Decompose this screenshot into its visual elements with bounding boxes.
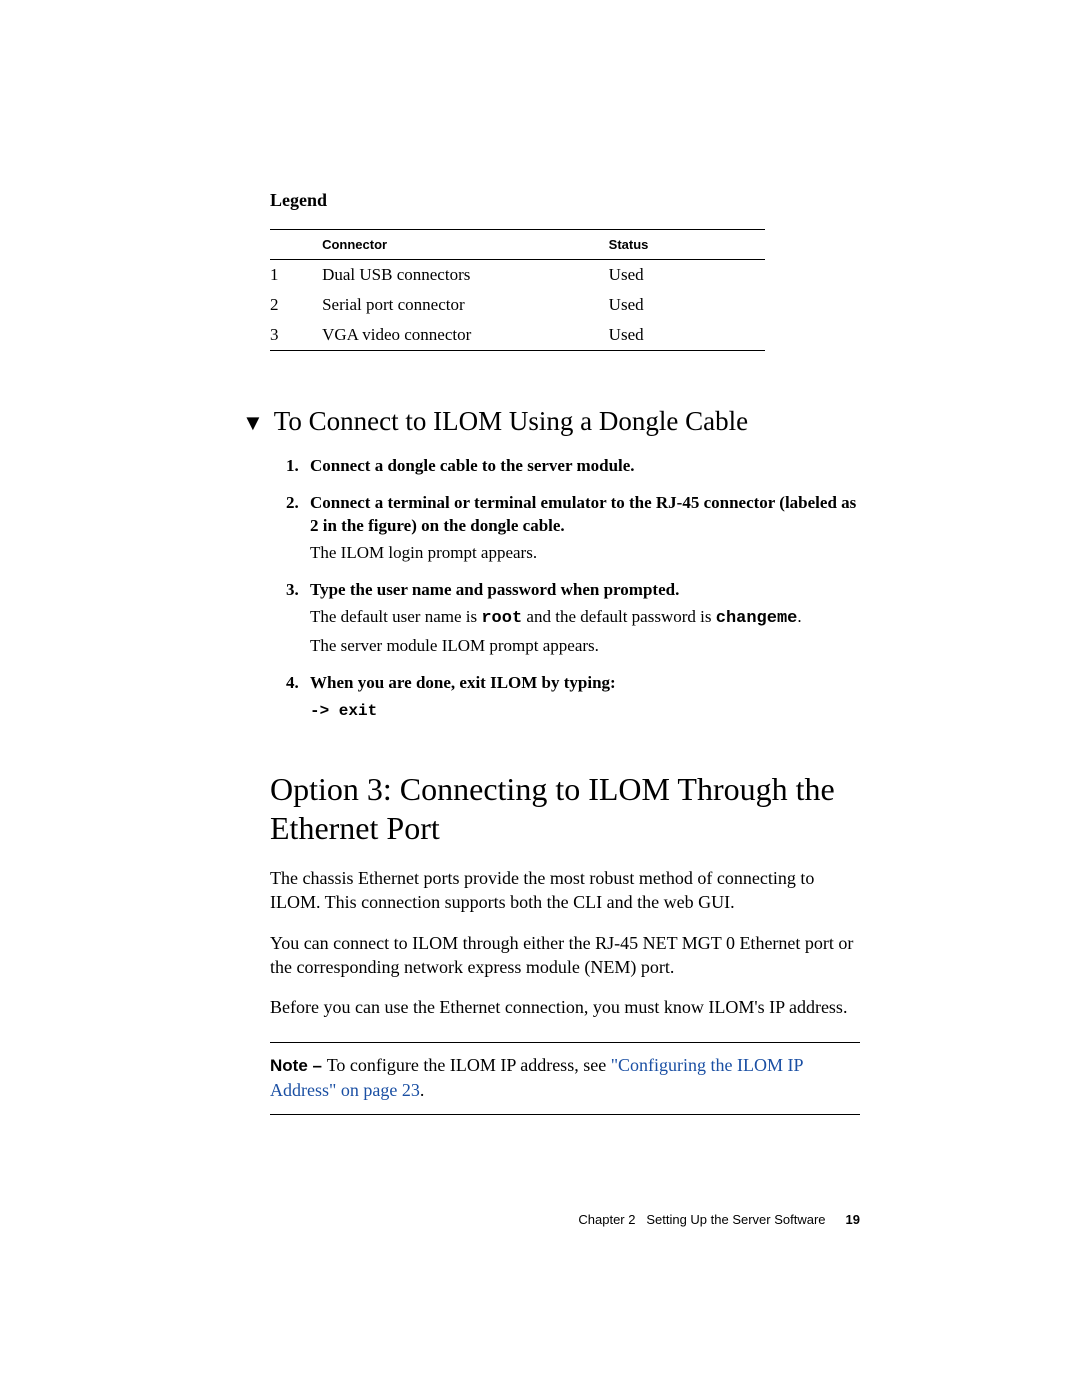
step-detail: The server module ILOM prompt appears. xyxy=(310,635,860,658)
cell-status: Used xyxy=(609,290,765,320)
table-row: 2 Serial port connector Used xyxy=(270,290,765,320)
procedure-title: To Connect to ILOM Using a Dongle Cable xyxy=(274,406,748,437)
document-page: Legend Connector Status 1 Dual USB conne… xyxy=(0,0,1080,1397)
step-4: When you are done, exit ILOM by typing: … xyxy=(290,672,860,723)
footer-page-number: 19 xyxy=(846,1212,860,1227)
code-block: -> exit xyxy=(310,701,860,723)
footer-chapter: Chapter 2 xyxy=(578,1212,635,1227)
cell-connector: Serial port connector xyxy=(322,290,609,320)
step-text: When you are done, exit ILOM by typing: xyxy=(310,673,616,692)
paragraph: Before you can use the Ethernet connecti… xyxy=(270,995,860,1019)
step-text: Connect a dongle cable to the server mod… xyxy=(310,456,635,475)
procedure-heading: ▼ To Connect to ILOM Using a Dongle Cabl… xyxy=(242,406,860,437)
note-label: Note – xyxy=(270,1056,327,1075)
text-fragment: . xyxy=(797,607,801,626)
note-block: Note – To configure the ILOM IP address,… xyxy=(270,1042,860,1115)
legend-title: Legend xyxy=(270,190,860,211)
step-2: Connect a terminal or terminal emulator … xyxy=(290,492,860,565)
code-inline: changeme xyxy=(716,609,798,628)
table-header-row: Connector Status xyxy=(270,230,765,260)
step-3: Type the user name and password when pro… xyxy=(290,579,860,658)
note-text: . xyxy=(420,1080,425,1100)
cell-status: Used xyxy=(609,260,765,291)
section-heading: Option 3: Connecting to ILOM Through the… xyxy=(270,770,860,848)
page-footer: Chapter 2 Setting Up the Server Software… xyxy=(578,1212,860,1227)
text-fragment: and the default password is xyxy=(522,607,716,626)
cell-status: Used xyxy=(609,320,765,351)
note-text: To configure the ILOM IP address, see xyxy=(327,1055,611,1075)
header-status: Status xyxy=(609,230,765,260)
header-blank xyxy=(270,230,322,260)
header-connector: Connector xyxy=(322,230,609,260)
cell-connector: VGA video connector xyxy=(322,320,609,351)
footer-title: Setting Up the Server Software xyxy=(646,1212,825,1227)
step-text: Connect a terminal or terminal emulator … xyxy=(310,493,856,535)
cell-num: 3 xyxy=(270,320,322,351)
table-row: 1 Dual USB connectors Used xyxy=(270,260,765,291)
step-1: Connect a dongle cable to the server mod… xyxy=(290,455,860,478)
step-text: Type the user name and password when pro… xyxy=(310,580,679,599)
step-detail: The default user name is root and the de… xyxy=(310,606,860,631)
paragraph: You can connect to ILOM through either t… xyxy=(270,931,860,980)
triangle-down-icon: ▼ xyxy=(242,412,264,434)
step-result: The ILOM login prompt appears. xyxy=(310,542,860,565)
procedure-steps: Connect a dongle cable to the server mod… xyxy=(270,455,860,722)
legend-table: Connector Status 1 Dual USB connectors U… xyxy=(270,229,765,351)
text-fragment: The default user name is xyxy=(310,607,481,626)
cell-num: 2 xyxy=(270,290,322,320)
cell-connector: Dual USB connectors xyxy=(322,260,609,291)
table-row: 3 VGA video connector Used xyxy=(270,320,765,351)
cell-num: 1 xyxy=(270,260,322,291)
code-inline: root xyxy=(481,609,522,628)
paragraph: The chassis Ethernet ports provide the m… xyxy=(270,866,860,915)
